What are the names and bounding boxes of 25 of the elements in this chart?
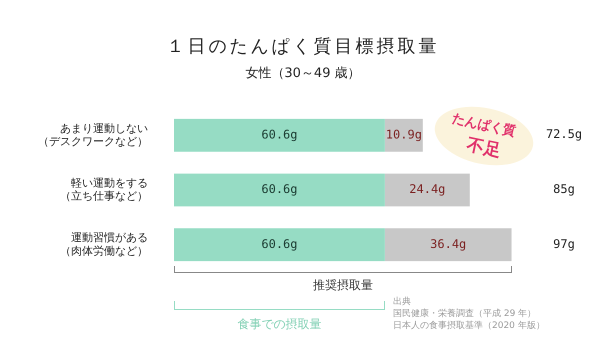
bar <box>384 228 512 262</box>
y-tick-label: 運動習慣がある（肉体労働など） <box>60 232 148 258</box>
data-label: 36.4g <box>430 236 466 251</box>
bar <box>174 118 385 152</box>
y-tick-label: 軽い運動をする（立ち仕事など） <box>60 177 148 203</box>
data-label: 60.6g <box>261 182 298 196</box>
bar <box>174 174 385 206</box>
chart-title: １日のたんぱく質目標摂取量 <box>166 35 440 58</box>
annotation: 不足 <box>464 134 503 164</box>
text: 食事での摂取量 <box>236 316 322 334</box>
text: 推奨摂取量 <box>312 277 374 294</box>
data-label: 10.9g <box>386 127 422 142</box>
text: 国民健康・栄養調査（平成 29 年） <box>393 308 536 320</box>
chart-subtitle: 女性（30～49 歳） <box>244 65 362 82</box>
data-label: 24.4g <box>409 182 446 196</box>
data-label: 60.6g <box>261 236 298 251</box>
bar <box>384 174 470 206</box>
text: 72.5g <box>544 127 584 142</box>
data-label: 60.6g <box>261 127 298 142</box>
text: 85g <box>552 182 576 196</box>
y-tick-label: あまり運動しない（デスクワークなど） <box>38 122 148 148</box>
text: 出典 <box>393 296 411 308</box>
text: 97g <box>552 236 576 251</box>
text: 日本人の食事摂取基準（2020 年版） <box>393 320 545 332</box>
bar <box>174 228 385 262</box>
